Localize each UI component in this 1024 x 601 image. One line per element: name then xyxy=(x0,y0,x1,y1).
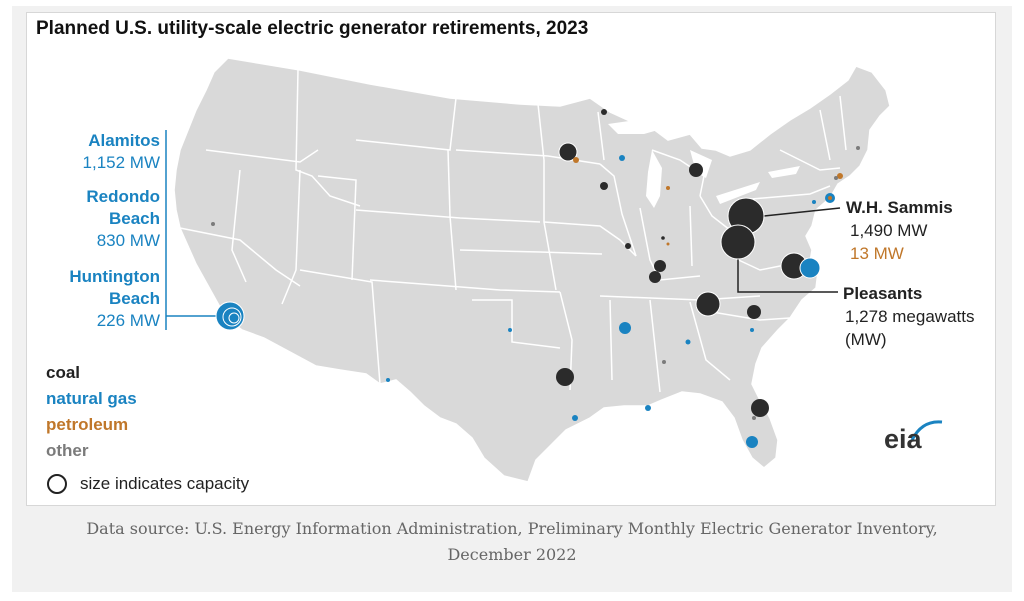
bubble-natural-gas xyxy=(508,328,512,332)
bubble-petroleum xyxy=(666,242,670,246)
bubble-natural-gas xyxy=(746,436,758,448)
bubble-natural-gas xyxy=(619,155,625,161)
callout-huntington-name-2: Beach xyxy=(108,289,160,308)
lake-huron xyxy=(690,150,712,178)
bubble-other xyxy=(752,416,756,420)
bubble-natural-gas xyxy=(750,328,754,332)
source-line-1: Data source: U.S. Energy Information Adm… xyxy=(86,519,938,538)
callout-huntington-name-1: Huntington xyxy=(69,267,160,286)
legend-coal: coal xyxy=(46,363,81,382)
bubble-other xyxy=(662,360,666,364)
chart-title: Planned U.S. utility-scale electric gene… xyxy=(36,18,589,39)
callout-sammis-name: W.H. Sammis xyxy=(846,198,953,217)
bubble-petroleum xyxy=(573,157,579,163)
legend-size-note: size indicates capacity xyxy=(80,474,250,493)
lake-michigan xyxy=(646,150,662,208)
callout-huntington-value: 226 MW xyxy=(96,311,160,330)
bubble-coal xyxy=(695,291,721,317)
bubble-petroleum xyxy=(837,173,843,179)
bubble-natural-gas xyxy=(812,200,816,204)
state-borders xyxy=(179,69,847,393)
bubble-coal xyxy=(558,142,578,162)
bubble-natural-gas xyxy=(572,415,578,421)
lake-ontario xyxy=(768,166,800,178)
bubble-coal xyxy=(689,163,703,177)
legend-natural-gas: natural gas xyxy=(46,389,137,408)
bubble-petroleum xyxy=(828,196,832,200)
eia-logo-arc-icon xyxy=(910,420,943,441)
bubble-natural-gas xyxy=(619,322,631,334)
bubble-other xyxy=(211,222,215,226)
bubble-coal xyxy=(751,399,769,417)
bubble-natural-gas xyxy=(799,257,821,279)
bubble-coal xyxy=(600,182,608,190)
callout-pleasants-value-2: (MW) xyxy=(845,330,887,349)
bubble-natural-gas xyxy=(386,378,390,382)
bubble-coal xyxy=(601,109,607,115)
callout-redondo-name-1: Redondo xyxy=(86,187,160,206)
source-line-2: December 2022 xyxy=(447,545,577,564)
callout-pleasants-name: Pleasants xyxy=(843,284,923,303)
us-landmass xyxy=(173,57,891,483)
california-callout-bracket xyxy=(165,130,216,330)
bubble-natural-gas xyxy=(645,405,651,411)
callout-alamitos-name: Alamitos xyxy=(88,131,160,150)
source-note: Data source: U.S. Energy Information Adm… xyxy=(12,516,1012,568)
callout-sammis-petroleum-value: 13 MW xyxy=(850,244,904,263)
callout-pleasants-value-1: 1,278 megawatts xyxy=(845,307,975,326)
bubble-petroleum xyxy=(666,186,670,190)
bubble-coal xyxy=(625,243,631,249)
bubble-coal xyxy=(661,236,665,240)
eia-logo: eia xyxy=(884,424,922,454)
bubble-other xyxy=(834,176,838,180)
bubble-coal xyxy=(747,305,761,319)
legend-petroleum: petroleum xyxy=(46,415,129,434)
bubble-huntington-beach xyxy=(228,312,240,324)
pleasants-leader xyxy=(737,244,838,293)
lake-erie xyxy=(716,182,760,204)
callout-sammis-coal-value: 1,490 MW xyxy=(850,221,928,240)
legend-other: other xyxy=(46,441,89,460)
plant-bubbles xyxy=(211,109,860,448)
lake-superior xyxy=(608,118,672,134)
bubble-coal xyxy=(654,260,666,272)
callout-redondo-name-2: Beach xyxy=(108,209,160,228)
bubble-pleasants xyxy=(720,224,756,260)
bubble-other xyxy=(856,146,860,150)
callout-redondo-value: 830 MW xyxy=(96,231,160,250)
callout-alamitos-value: 1,152 MW xyxy=(82,153,160,172)
bubble-natural-gas xyxy=(685,339,691,345)
bubble-coal xyxy=(556,368,574,386)
size-legend-circle-icon xyxy=(47,474,67,494)
bubble-coal xyxy=(649,271,661,283)
sammis-leader xyxy=(763,207,841,217)
